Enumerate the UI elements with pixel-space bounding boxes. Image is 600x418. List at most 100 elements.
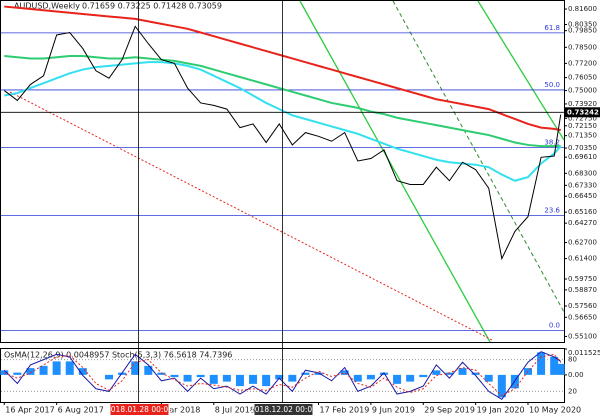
osma-bar (301, 372, 310, 375)
osma-bar (556, 363, 565, 375)
y-tick-label: 0.70350 (568, 144, 597, 152)
y-tick-label: 0.76050 (568, 74, 597, 82)
osma-bar (13, 372, 22, 375)
osma-bar (118, 372, 127, 375)
y-tick-label: 0.72150 (568, 122, 597, 130)
y-tick-label: 0.59750 (568, 275, 597, 283)
y-tick-label: 0.73920 (568, 100, 597, 108)
osma-bar (157, 372, 166, 375)
osma-bar (432, 370, 441, 375)
y-tick-label: 0.65160 (568, 208, 597, 216)
y2-tick-label: 80 (568, 356, 577, 364)
ohlc: 0.71659 0.73225 0.71428 0.73059 (82, 2, 222, 11)
osma-bar (105, 374, 114, 380)
x-tick-label: 16 Apr 2017 (5, 406, 54, 415)
osma-bar (393, 374, 402, 384)
marker-label: 2018.12.02 00:00 (250, 405, 317, 414)
price-line (4, 5, 561, 132)
marker-label: 2018.01.28 00:00 (106, 405, 173, 414)
osma-bar (537, 352, 546, 375)
y-tick-label: 0.75000 (568, 87, 597, 95)
y-tick-label: 0.55100 (568, 332, 597, 340)
x-tick-label: 8 Jul 2018 (215, 406, 255, 415)
osma-bar (471, 372, 480, 375)
osma-bar (419, 374, 428, 378)
y-tick-label: 0.71350 (568, 132, 597, 140)
osma-bar (170, 374, 179, 378)
current-price-box (564, 107, 600, 118)
osma-bar (497, 374, 506, 398)
symbol-title: AUDUSD,Weekly (14, 2, 80, 11)
osma-bar (445, 372, 454, 375)
osma-bar (249, 374, 258, 384)
stoch-line (3, 351, 562, 401)
marker-box (110, 404, 169, 415)
y-tick-label: 0.80350 (568, 20, 597, 28)
osma-bar (340, 370, 349, 375)
osma-bar (196, 374, 205, 378)
current-price-label: 0.73242 (567, 108, 599, 116)
osma-bar (458, 368, 467, 375)
osma-bar (275, 374, 284, 380)
x-tick-label: 10 May 2020 (529, 406, 581, 415)
y-tick-label: 0.79850 (568, 27, 597, 35)
osma-bar (353, 374, 362, 382)
y-tick-label: 0.64270 (568, 219, 597, 227)
osma-bar (0, 370, 9, 375)
osma-bar (26, 368, 35, 375)
osma-bar (222, 374, 231, 382)
y2-tick-label: 20 (568, 387, 577, 395)
osma-bar (550, 356, 559, 375)
osma-bar (78, 368, 87, 375)
trend-line (392, 0, 565, 313)
osma-bar (314, 372, 323, 375)
y-tick-label: 0.81600 (568, 5, 597, 13)
oscillator-title: OsMA(12,26,9) 0.0048957 Stoch(5,3,3) 76.… (4, 351, 232, 360)
y-tick-label: 0.62700 (568, 239, 597, 247)
y-tick-label: 0.78500 (568, 43, 597, 51)
osma-bar (39, 365, 48, 375)
trend-line (477, 0, 565, 141)
osma-bar (235, 374, 244, 387)
x-tick-label: Mar 2018 (162, 406, 200, 415)
y-tick-label: 0.00 (568, 371, 584, 379)
osma-bar (209, 374, 218, 384)
y-tick-label: 0.57560 (568, 302, 597, 310)
y-tick-label: 0.011525 (568, 349, 600, 357)
osma-bar (366, 374, 375, 380)
y-tick-label: 0.77200 (568, 59, 597, 67)
stoch-line (4, 353, 562, 397)
fib-label: 23.6 (544, 206, 560, 214)
y-tick-label: 0.69610 (568, 153, 597, 161)
marker-box (254, 404, 313, 415)
x-tick-label: 17 Feb 2019 (320, 406, 370, 415)
y-tick-label: 0.67330 (568, 181, 597, 189)
trend-line (299, 0, 491, 343)
osma-bar (262, 374, 271, 387)
osma-bar (52, 361, 61, 375)
osma-bar (406, 374, 415, 382)
x-tick-label: 9 Jun 2019 (372, 406, 415, 415)
y-tick-label: 0.72750 (568, 114, 597, 122)
fib-label: 61.8 (544, 24, 560, 32)
y-tick-label: 0.61400 (568, 255, 597, 263)
y-tick-label: 0.58870 (568, 286, 597, 294)
osma-bar (131, 361, 140, 375)
osma-bar (484, 374, 493, 382)
osma-bar (183, 374, 192, 382)
osma-bar (65, 361, 74, 375)
price-line (4, 54, 561, 148)
y-tick-label: 0.68300 (568, 169, 597, 177)
y-tick-label: 0.56650 (568, 313, 597, 321)
x-tick-label: 29 Sep 2019 (424, 406, 475, 415)
y-tick-label: 0.66450 (568, 192, 597, 200)
fib-label: 0.0 (549, 322, 560, 330)
fib-label: 50.0 (544, 81, 560, 89)
osma-bar (288, 374, 297, 382)
fib-label: 38.2 (544, 139, 560, 147)
x-tick-label: 19 Jan 2020 (477, 406, 525, 415)
osma-bar (144, 365, 153, 375)
x-tick-label: 6 Aug 2017 (58, 406, 104, 415)
